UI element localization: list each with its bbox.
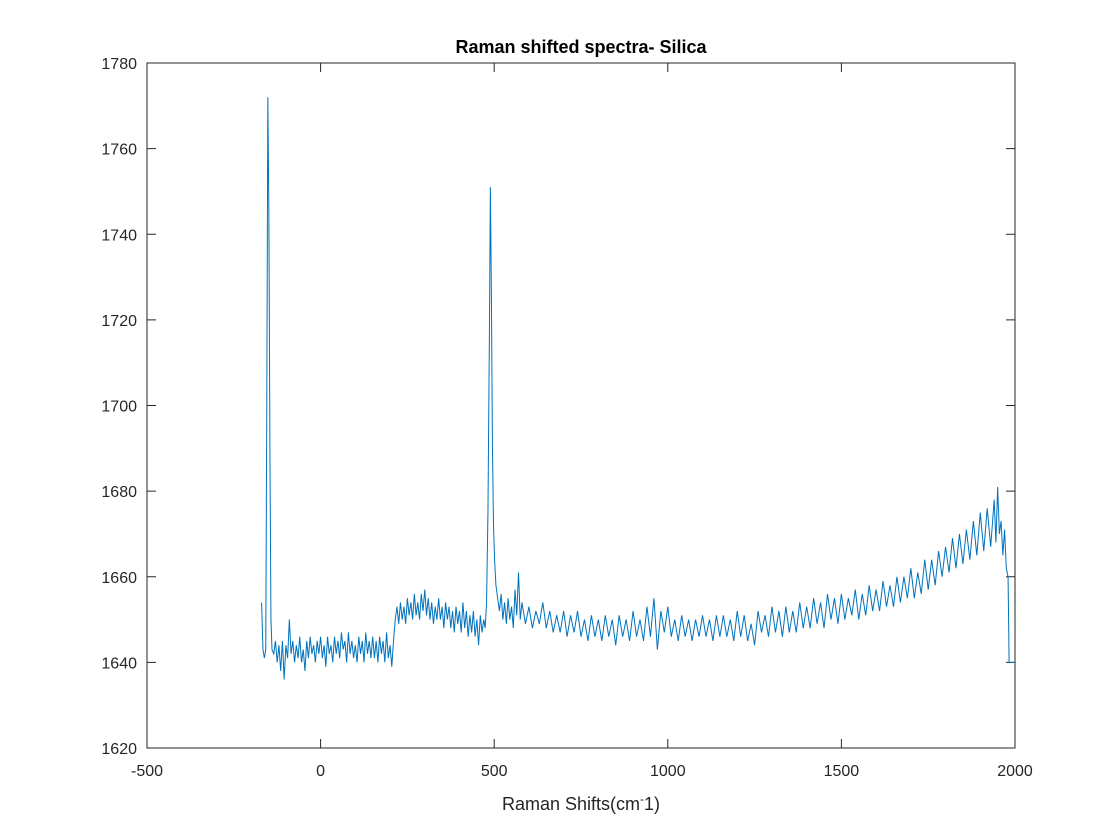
tick-labels: -500 0 500 1000 1500 2000 1620 1640 1660 1680 1700…: [101, 56, 1032, 780]
chart-title: Raman shifted spectra- Silica: [455, 37, 707, 57]
y-tick-label: 1680: [101, 484, 137, 501]
x-tick-label: 1000: [650, 763, 686, 780]
x-tick-label: 0: [316, 763, 325, 780]
y-tick-label: 1660: [101, 570, 137, 587]
y-tick-label: 1740: [101, 227, 137, 244]
y-tick-label: 1780: [101, 56, 137, 73]
axes-box: [146, 62, 1016, 749]
x-tick-label: -500: [131, 763, 163, 780]
x-tick-label: 1500: [824, 763, 860, 780]
y-tick-label: 1720: [101, 313, 137, 330]
y-tick-label: 1760: [101, 142, 137, 159]
x-tick-label: 2000: [997, 763, 1033, 780]
series-line: [261, 97, 1015, 680]
x-axis-label-superscript: -: [640, 792, 644, 806]
x-axis-label-tail: 1): [644, 794, 660, 814]
y-tick-label: 1640: [101, 655, 137, 672]
y-tick-label: 1700: [101, 399, 137, 416]
x-tick-label: 500: [481, 763, 508, 780]
x-axis-label-main: Raman Shifts(cm: [502, 794, 640, 814]
y-tick-label: 1620: [101, 741, 137, 758]
plot-area: [147, 63, 1015, 748]
x-axis-label: Raman Shifts(cm-1): [502, 792, 660, 814]
